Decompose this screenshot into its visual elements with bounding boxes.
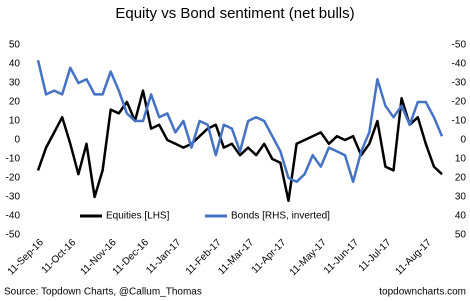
y-tick-label: -20: [6, 173, 21, 184]
y2-tick-label: 30: [455, 192, 467, 203]
line-series: [36, 89, 443, 203]
y2-tick-label: 50: [455, 230, 467, 241]
y2-tick-label: 10: [455, 154, 467, 165]
x-tick-label: 11-Jul-17: [357, 237, 394, 274]
y-tick-label: 40: [9, 59, 21, 70]
x-tick-label: 11-Aug-17: [394, 237, 435, 278]
x-tick-label: 11-Apr-17: [250, 237, 289, 276]
y2-tick-label: 20: [455, 173, 467, 184]
line-series: [36, 59, 444, 184]
x-tick-label: 11-Sep-16: [6, 237, 47, 278]
y2-tick-label: -10: [452, 116, 467, 127]
y-tick-label: -50: [6, 230, 21, 241]
y2-tick-label: 40: [455, 211, 467, 222]
x-tick-label: 11-May-17: [288, 237, 329, 278]
y-tick-label: -40: [6, 211, 21, 222]
x-tick-label: 11-Dec-16: [111, 237, 152, 278]
legend-label: Bonds [RHS, inverted]: [231, 211, 330, 222]
x-tick-label: 11-Oct-16: [40, 237, 79, 276]
y2-tick-label: -40: [452, 59, 467, 70]
x-tick-label: 11-Jan-17: [144, 237, 183, 276]
legend-label: Equities [LHS]: [106, 211, 170, 222]
y2-tick-label: 0: [460, 135, 466, 146]
y2-tick-label: -30: [452, 78, 467, 89]
source: Source: Topdown Charts, @Callum_Thomas: [4, 287, 202, 298]
y-tick-label: -30: [6, 192, 21, 203]
chart-title: Equity vs Bond sentiment (net bulls): [115, 5, 354, 22]
y2-tick-label: -20: [452, 97, 467, 108]
x-tick-label: 11-Mar-17: [216, 237, 256, 277]
y-tick-label: 30: [9, 78, 21, 89]
y-tick-label: 10: [9, 116, 21, 127]
y-tick-label: 50: [9, 40, 21, 51]
y2-tick-label: -50: [452, 40, 467, 51]
y-tick-label: 20: [9, 97, 21, 108]
y-tick-label: -10: [6, 154, 21, 165]
website: topdowncharts.com: [379, 287, 466, 298]
y-tick-label: 0: [14, 135, 20, 146]
x-tick-label: 11-Jun-17: [322, 237, 361, 276]
